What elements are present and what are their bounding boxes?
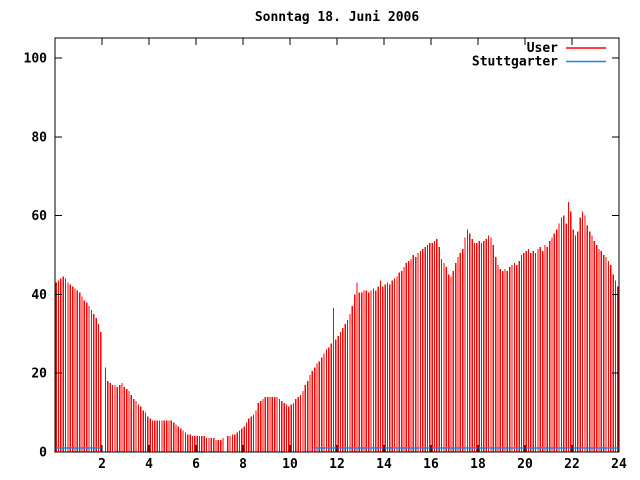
legend-label-stuttgarter: Stuttgarter — [472, 55, 558, 70]
plot-border — [54, 37, 620, 453]
user-series-bars — [55, 201, 619, 452]
y-tick-label: 60 — [31, 209, 47, 224]
y-tick-label: 0 — [39, 446, 47, 461]
x-tick-label: 4 — [145, 457, 153, 472]
series-layer — [55, 201, 619, 452]
y-tick-label: 80 — [31, 130, 47, 145]
x-tick-label: 22 — [564, 457, 580, 472]
y-tick-label: 100 — [24, 52, 48, 67]
x-tick-label: 16 — [423, 457, 439, 472]
x-tick-label: 10 — [282, 457, 298, 472]
x-tick-label: 8 — [239, 457, 247, 472]
x-tick-label: 14 — [376, 457, 392, 472]
y-tick-label: 20 — [31, 367, 47, 382]
y-tick-label: 40 — [31, 288, 47, 303]
legend-label-user: User — [527, 41, 558, 56]
x-tick-label: 2 — [98, 457, 106, 472]
x-tick-label: 12 — [329, 457, 345, 472]
x-tick-label: 18 — [470, 457, 486, 472]
x-tick-label: 20 — [517, 457, 533, 472]
x-tick-label: 24 — [611, 457, 627, 472]
axis-ticks — [55, 38, 620, 453]
x-tick-label: 6 — [192, 457, 200, 472]
tick-marks — [55, 38, 620, 453]
chart-title: Sonntag 18. Juni 2006 — [255, 10, 420, 25]
